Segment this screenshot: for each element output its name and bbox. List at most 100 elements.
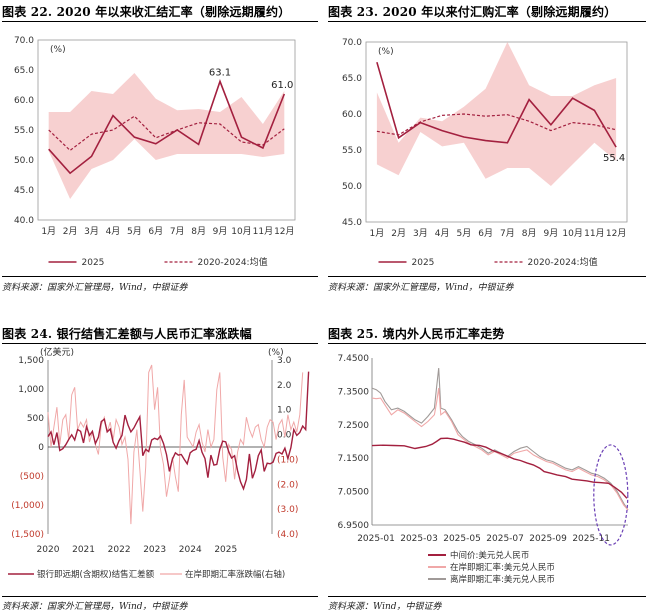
title-rule <box>2 21 318 22</box>
y-right-tick-label: (4.0) <box>277 530 298 540</box>
x-tick-label: 2025-01 <box>357 534 395 544</box>
y-tick-label: 7.3500 <box>338 387 370 397</box>
highlight-ellipse <box>593 444 629 546</box>
legend-label-1: 中间价:美元兑人民币 <box>450 550 529 561</box>
data-label: 61.0 <box>271 80 293 91</box>
y-left-unit: (亿美元) <box>40 346 74 358</box>
x-tick-label: 6月 <box>148 226 163 237</box>
plot-frame <box>37 39 296 221</box>
x-tick-label: 5月 <box>457 228 472 239</box>
y-left-tick-label: 500 <box>27 414 44 424</box>
y-left-tick-label: (1,500) <box>11 530 44 540</box>
range-band <box>376 42 617 186</box>
x-tick-label: 11月 <box>584 228 604 239</box>
y-right-tick-label: (1.0) <box>277 455 298 465</box>
y-right-tick-label: 2.0 <box>277 381 292 391</box>
series-line-settlement-balance <box>47 371 310 491</box>
y-left-tick-label: 0 <box>38 443 44 453</box>
panel-title-22: 图表 22. 2020 年以来收汇结汇率（剔除远期履约） <box>2 5 291 19</box>
y-tick-label: 45.0 <box>342 218 362 228</box>
data-label: 63.1 <box>209 67 231 78</box>
source-rule <box>2 596 318 597</box>
source-rule <box>328 596 646 597</box>
y-tick-label: 6.9500 <box>338 521 370 531</box>
x-tick-label: 3月 <box>413 228 428 239</box>
y-tick-label: 7.4500 <box>338 354 370 364</box>
x-tick-label: 1月 <box>41 226 56 237</box>
series-line-central-parity <box>371 437 628 499</box>
y-tick-label: 70.0 <box>342 38 362 48</box>
x-tick-label: 9月 <box>544 228 559 239</box>
series-line-avg <box>48 115 285 152</box>
y-tick-label: 55.0 <box>14 126 34 136</box>
x-tick-label: 5月 <box>127 226 142 237</box>
title-rule <box>2 343 318 344</box>
legend-label-2025: 2025 <box>82 258 105 268</box>
x-tick-label: 2023 <box>143 545 166 555</box>
y-unit-label: (%) <box>50 45 66 55</box>
panel-title-23: 图表 23. 2020 年以来付汇购汇率（剔除远期履约） <box>328 5 617 19</box>
x-tick-label: 8月 <box>191 226 206 237</box>
title-rule <box>328 343 646 344</box>
legend-label-balance: 银行即远期(含期权)结售汇差额 <box>37 569 155 580</box>
y-tick-label: 65.0 <box>14 66 34 76</box>
y-tick-label: 40.0 <box>14 216 34 226</box>
y-right-tick-label: 3.0 <box>277 356 292 366</box>
x-tick-label: 3月 <box>84 226 99 237</box>
y-tick-label: 55.0 <box>342 146 362 156</box>
plot-frame <box>365 41 628 223</box>
panel-title-25: 图表 25. 境内外人民币汇率走势 <box>328 327 505 341</box>
series-line-onshore-spot <box>371 388 629 511</box>
x-tick-label: 11月 <box>253 226 273 237</box>
y-unit-label: (%) <box>378 47 394 57</box>
y-tick-label: 70.0 <box>14 36 34 46</box>
y-right-tick-label: 1.0 <box>277 406 292 416</box>
title-rule <box>328 21 646 22</box>
x-tick-label: 9月 <box>213 226 228 237</box>
x-tick-label: 2月 <box>391 228 406 239</box>
series-line-fx-change <box>47 364 304 525</box>
y-left-tick-label: (1,000) <box>11 501 44 511</box>
x-tick-label: 4月 <box>106 226 121 237</box>
x-tick-label: 2022 <box>108 545 131 555</box>
y-tick-label: 50.0 <box>342 182 362 192</box>
series-line-2025 <box>376 61 617 148</box>
y-right-tick-label: (2.0) <box>277 480 298 490</box>
x-tick-label: 2024 <box>179 545 202 555</box>
x-tick-label: 2025-05 <box>443 534 481 544</box>
y-left-tick-label: (500) <box>20 472 44 482</box>
y-tick-label: 7.1500 <box>338 454 370 464</box>
source-note-22: 资料来源：国家外汇管理局，Wind，中银证券 <box>2 283 188 293</box>
legend-label-fx: 在岸即期汇率涨跌幅(右轴) <box>185 569 285 580</box>
y-right-tick-label: (3.0) <box>277 505 298 515</box>
x-tick-label: 2025 <box>214 545 237 555</box>
x-tick-label: 7月 <box>500 228 515 239</box>
panel-title-24: 图表 24. 银行结售汇差额与人民币汇率涨跌幅 <box>2 327 252 341</box>
y-right-unit: (%) <box>268 348 284 358</box>
legend-label-2025: 2025 <box>412 258 435 268</box>
x-tick-label: 1月 <box>370 228 385 239</box>
y-tick-label: 60.0 <box>14 96 34 106</box>
x-tick-label: 2025-07 <box>486 534 524 544</box>
y-tick-label: 65.0 <box>342 74 362 84</box>
x-tick-label: 10月 <box>562 228 582 239</box>
x-tick-label: 6月 <box>478 228 493 239</box>
y-tick-label: 50.0 <box>14 156 34 166</box>
x-tick-label: 8月 <box>522 228 537 239</box>
series-line-2025 <box>48 79 286 175</box>
y-tick-label: 45.0 <box>14 186 34 196</box>
source-rule <box>328 276 646 277</box>
source-note-23: 资料来源：国家外汇管理局，Wind，中银证券 <box>328 283 514 293</box>
x-tick-label: 7月 <box>170 226 185 237</box>
y-left-tick-label: 1,500 <box>18 356 44 366</box>
legend-label-avg: 2020-2024:均值 <box>528 256 598 268</box>
x-tick-label: 2025-11 <box>572 534 610 544</box>
x-tick-label: 2月 <box>63 226 78 237</box>
x-tick-label: 2020 <box>37 545 60 555</box>
x-tick-label: 12月 <box>274 226 294 237</box>
y-tick-label: 60.0 <box>342 110 362 120</box>
data-label: 55.4 <box>603 153 625 164</box>
y-left-tick-label: 1,000 <box>18 385 44 395</box>
series-line-offshore-spot <box>371 367 629 511</box>
